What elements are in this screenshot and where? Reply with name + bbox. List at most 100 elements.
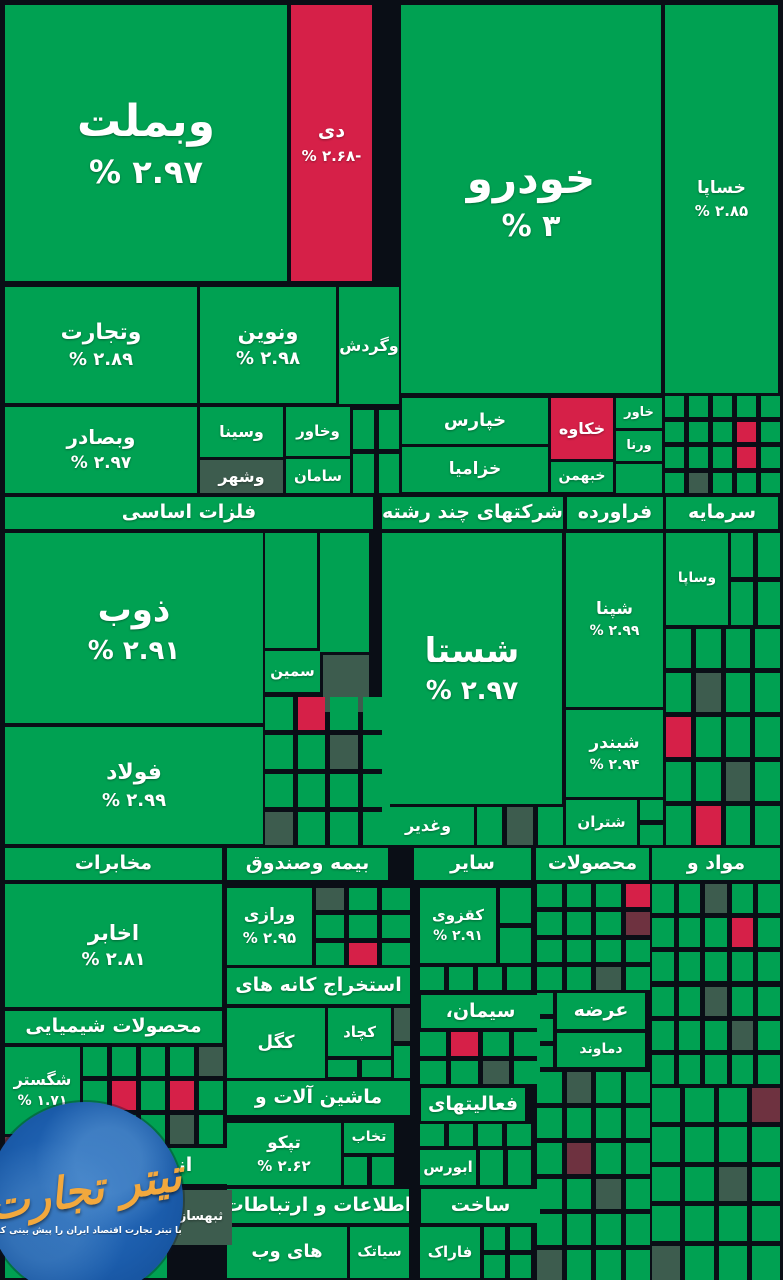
sector-faaliatha: فعالیتهای xyxy=(421,1088,525,1121)
ticker-label: شتران xyxy=(577,813,626,832)
tile-sarmayeh-grid-10 xyxy=(725,717,751,757)
tile-mahsoolat-bottom-6 xyxy=(596,1107,621,1138)
tile-arzeh-left-0 xyxy=(537,993,553,1015)
tile-mahsoolat-bottom-9 xyxy=(566,1143,591,1174)
tile-mavad-grid-bottom-19 xyxy=(751,1245,780,1280)
tile-shetran-right-1 xyxy=(640,825,663,845)
tile-estekhraj-strip-1 xyxy=(394,1045,410,1078)
ticker-label: خپارس xyxy=(443,409,507,431)
ticker-label: اخابر xyxy=(87,920,140,945)
tile-metals-grid-15 xyxy=(362,811,390,845)
tile-bimeh-right-7 xyxy=(349,942,377,965)
tile-metals-tall-a-0 xyxy=(265,533,317,648)
tile-vtejarat: وتجارت ۲.۸۹ % xyxy=(5,287,197,403)
tile-shapna: شپنا ۲.۹۹ % xyxy=(566,533,663,707)
tile-khodro: خودرو ۳ % xyxy=(401,5,661,393)
tile-auto-right-grid-14 xyxy=(761,447,780,468)
tile-mavad-grid-bottom-6 xyxy=(718,1127,747,1162)
ticker-label: ثبهساز xyxy=(178,1209,224,1225)
tile-shetran: شتران xyxy=(566,800,637,845)
tile-arzeh-left-1 xyxy=(537,1019,553,1041)
tile-auto-right-grid-9 xyxy=(761,421,780,442)
tile-sarmayeh-grid-5 xyxy=(695,673,721,713)
sector-bimeh-sandogh: بیمه وصندوق xyxy=(227,848,388,880)
tile-mavad-grid-bottom-15 xyxy=(751,1206,780,1241)
tile-siman-cells-0 xyxy=(420,1032,447,1056)
change-percent: ۳ % xyxy=(501,209,561,244)
ticker-label: محصولات xyxy=(547,852,638,875)
tile-metals-grid-11 xyxy=(362,773,390,807)
tile-mavad-grid-top-18 xyxy=(731,986,754,1016)
tile-sarmayeh-grid-17 xyxy=(695,805,721,845)
tile-kegel: کگل xyxy=(227,1008,325,1078)
ticker-label: شگستر xyxy=(13,1070,72,1090)
tile-mahsoolat-grid-13 xyxy=(566,967,591,990)
tile-mahsoolat-bottom-12 xyxy=(537,1178,562,1209)
watermark-brand: تیتر تجارت xyxy=(0,1149,186,1231)
tile-sarmayeh-grid-7 xyxy=(755,673,780,713)
tile-mahsoolat-bottom-14 xyxy=(596,1178,621,1209)
ticker-label: اطلاعات و ارتباطات xyxy=(227,1194,409,1217)
sector-ettelaat-ertebatat: اطلاعات و ارتباطات xyxy=(227,1189,409,1223)
tile-siman-cells-2 xyxy=(482,1032,509,1056)
ticker-label: ورازی xyxy=(243,905,296,925)
sector-mahsoolat: محصولات xyxy=(536,848,649,880)
ticker-label: خبهمن xyxy=(558,468,606,485)
ticker-label: مخابرات xyxy=(74,852,153,875)
tile-bimeh-right-8 xyxy=(382,942,410,965)
tile-kachad: کچاد xyxy=(328,1008,391,1056)
tile-takhab-below-1 xyxy=(371,1157,394,1185)
tile-auto-right-grid-2 xyxy=(713,396,732,417)
tile-auto-right-grid-11 xyxy=(689,447,708,468)
tile-mavad-grid-bottom-11 xyxy=(751,1166,780,1202)
tile-damavand: دماوند xyxy=(557,1033,645,1067)
ticker-label: سیمان، xyxy=(445,999,516,1022)
tile-mavad-grid-bottom-18 xyxy=(718,1245,747,1280)
tile-sarmayeh-grid-8 xyxy=(666,717,691,757)
ticker-label: کچاد xyxy=(343,1022,376,1041)
tile-metals-grid-4 xyxy=(265,735,293,769)
tile-metals-grid-9 xyxy=(297,773,325,807)
ticker-label: خاور xyxy=(624,404,654,420)
tile-mahsoolat-grid-10 xyxy=(596,939,621,963)
tile-mavad-grid-bottom-2 xyxy=(718,1088,747,1123)
ticker-label: فاراک xyxy=(427,1243,473,1262)
ticker-label: عرضه xyxy=(573,999,629,1022)
tile-bimeh-right-0 xyxy=(316,888,344,911)
tile-abours: ابورس xyxy=(420,1150,476,1185)
tile-mahsoolat-grid-3 xyxy=(625,884,650,907)
tile-mahsoolat-grid-1 xyxy=(566,884,591,907)
ticker-label: دماوند xyxy=(579,1041,623,1058)
ticker-label: ورنا xyxy=(626,437,652,453)
watermark-tagline: با تیتر تجارت اقتصاد ایران را پیش بینی ک… xyxy=(0,1225,182,1236)
tile-mavad-grid-bottom-4 xyxy=(652,1127,681,1162)
tile-mavad-grid-top-28 xyxy=(731,1054,754,1084)
tile-auto-right-grid-0 xyxy=(665,396,684,417)
tile-auto-right-grid-8 xyxy=(737,421,756,442)
tile-vghadir-right-0 xyxy=(477,807,503,845)
tile-khasapa: خساپا ۲.۸۵ % xyxy=(665,5,778,393)
tile-farak-right-1 xyxy=(510,1227,531,1250)
ticker-label: وتجارت xyxy=(60,319,142,345)
change-percent: ۲.۹۵ % xyxy=(242,929,297,948)
tile-sarmayeh-grid-3 xyxy=(755,629,780,669)
tile-khbahman: خبهمن xyxy=(551,462,613,492)
tile-metals-grid-1 xyxy=(297,697,325,731)
tile-metals-grid-8 xyxy=(265,773,293,807)
tile-auto-right-grid-18 xyxy=(737,472,756,493)
ticker-label: فعالیتهای xyxy=(427,1092,519,1115)
ticker-label: محصولات شیمیایی xyxy=(25,1015,202,1038)
tile-metals-grid-7 xyxy=(362,735,390,769)
tile-saman: سامان xyxy=(286,459,350,493)
tile-mavad-grid-top-29 xyxy=(758,1054,780,1084)
tile-vsapa: وساپا xyxy=(666,533,728,625)
tile-metals-grid-14 xyxy=(330,811,358,845)
tile-sarmayeh-grid-2 xyxy=(725,629,751,669)
ticker-label: سامان xyxy=(293,466,343,485)
ticker-label: ساخت xyxy=(450,1194,511,1217)
tile-mahsoolat-bottom-1 xyxy=(566,1072,591,1103)
tile-farak: فاراک xyxy=(420,1227,480,1278)
tile-mahsoolat-grid-12 xyxy=(537,967,562,990)
tile-faaliat-cells-0 xyxy=(420,1124,444,1146)
